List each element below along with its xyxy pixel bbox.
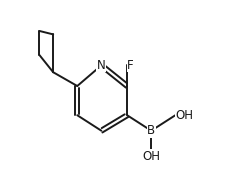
Text: N: N <box>97 59 106 72</box>
Text: F: F <box>127 59 134 72</box>
Text: OH: OH <box>175 109 193 122</box>
Text: OH: OH <box>142 150 160 163</box>
Text: B: B <box>147 124 155 137</box>
